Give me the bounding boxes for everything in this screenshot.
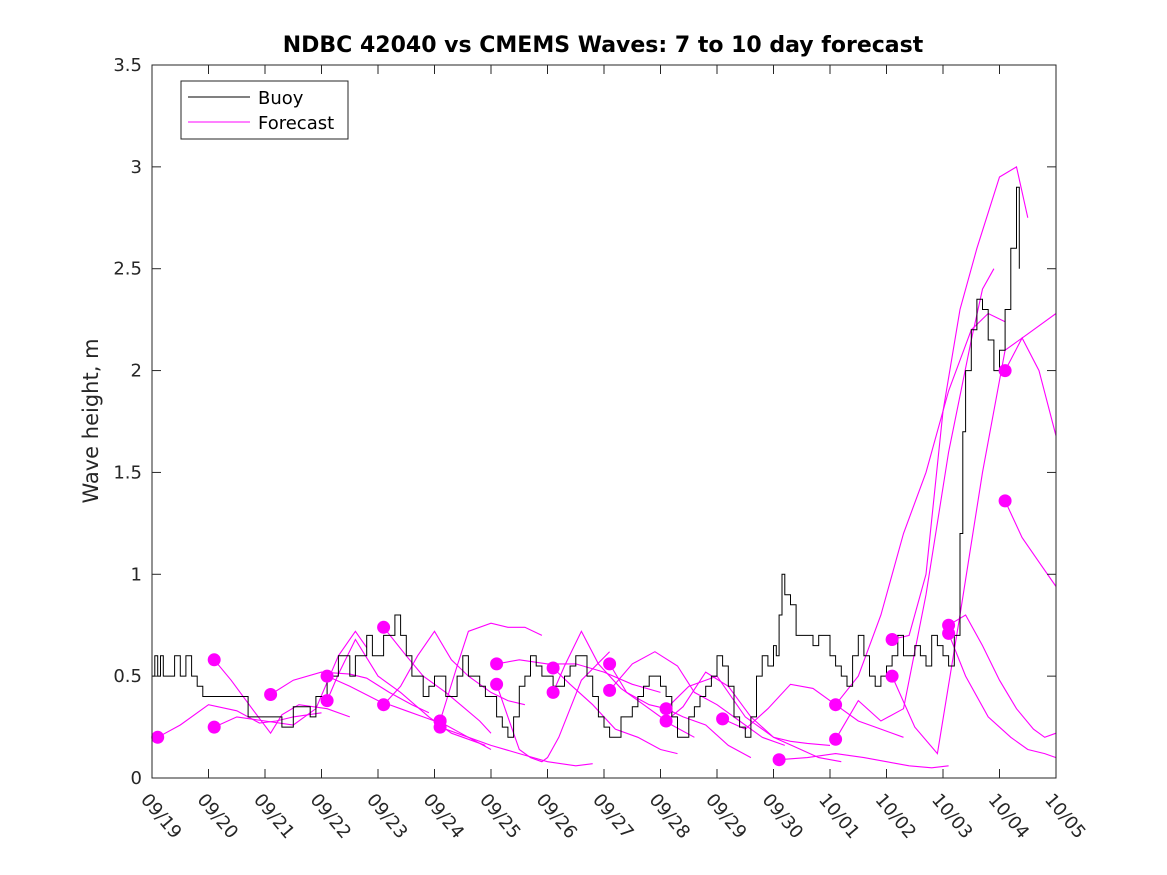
legend-forecast-label: Forecast (258, 113, 334, 134)
forecast-line-24 (891, 313, 1057, 755)
x-tick-label: 09/28 (645, 790, 694, 843)
forecast-line-20 (779, 753, 949, 769)
forecast-marker-20 (716, 712, 730, 726)
forecast-line-6 (326, 638, 486, 746)
x-tick-label: 10/01 (814, 790, 863, 843)
forecast-marker-28 (998, 364, 1012, 378)
forecast-marker-19 (659, 714, 673, 728)
plot-area (152, 65, 1056, 778)
forecast-line-16 (609, 651, 785, 746)
y-tick-label: 2 (131, 361, 142, 382)
x-tick-label: 09/30 (758, 790, 807, 843)
x-tick-label: 10/02 (871, 790, 920, 843)
x-tick-label: 09/25 (475, 790, 524, 843)
forecast-marker-4 (264, 688, 278, 701)
forecast-marker-14 (546, 661, 560, 675)
forecast-marker-15 (546, 685, 560, 699)
x-tick-label: 09/24 (419, 790, 468, 843)
forecast-marker-18 (659, 702, 673, 716)
x-tick-label: 09/22 (306, 790, 355, 843)
forecast-line-3 (213, 659, 350, 735)
forecast-line-5 (326, 675, 492, 750)
legend: Buoy Forecast (180, 80, 349, 140)
forecast-line-10 (439, 622, 543, 722)
forecast-marker-3 (207, 653, 221, 667)
y-axis-label: Wave height, m (79, 338, 103, 503)
forecast-marker-21 (772, 753, 786, 767)
forecast-marker-25 (885, 669, 899, 683)
x-tick-label: 10/03 (927, 790, 976, 843)
forecast-marker-27 (942, 626, 956, 640)
forecast-marker-16 (603, 657, 617, 671)
forecast-marker-7 (377, 620, 391, 634)
forecast-marker-6 (320, 694, 334, 708)
legend-box (180, 80, 349, 140)
x-tick-label: 09/19 (136, 790, 185, 843)
x-tick-label: 10/04 (984, 790, 1033, 843)
forecast-marker-13 (490, 677, 504, 691)
forecast-line-9 (439, 726, 593, 767)
forecast-line-17 (665, 675, 831, 746)
forecast-line-2 (213, 630, 368, 728)
forecast-marker-1 (151, 730, 165, 744)
y-tick-label: 1 (131, 564, 142, 585)
forecast-line-25 (948, 614, 1057, 738)
forecast-line-26 (948, 633, 1057, 759)
x-tick-label: 09/21 (249, 790, 298, 843)
forecast-line-4 (270, 671, 430, 714)
x-tick-label: 09/29 (701, 790, 750, 843)
y-tick-label: 0 (131, 768, 142, 789)
forecast-marker-17 (603, 683, 617, 697)
forecast-marker-29 (998, 494, 1012, 508)
x-tick-label: 09/20 (193, 790, 242, 843)
forecast-line-15 (609, 663, 752, 759)
legend-buoy-label: Buoy (258, 88, 304, 109)
forecast-line-27 (1004, 336, 1057, 436)
x-tick-label: 09/23 (362, 790, 411, 843)
forecast-marker-2 (207, 720, 221, 734)
y-tick-label: 2.5 (113, 259, 142, 280)
forecast-line-19 (722, 683, 904, 738)
x-tick-label: 09/27 (588, 790, 637, 843)
forecast-marker-5 (320, 669, 334, 683)
forecast-marker-22 (829, 698, 843, 712)
y-tick-label: 1.5 (113, 462, 142, 483)
forecast-marker-24 (885, 633, 899, 646)
x-tick-label: 10/05 (1040, 790, 1089, 843)
forecast-line-23 (891, 166, 1029, 641)
chart-title: NDBC 42040 vs CMEMS Waves: 7 to 10 day f… (283, 33, 924, 58)
forecast-line-22 (835, 268, 995, 740)
y-ticks: 0 0.5 1 1.5 2 2.5 3 3.5 (113, 55, 1056, 789)
x-tick-label: 09/26 (532, 790, 581, 843)
forecast-marker-8 (377, 698, 391, 712)
forecast-markers-group (151, 364, 1012, 767)
forecast-line-13 (552, 667, 678, 755)
y-tick-label: 0.5 (113, 666, 142, 687)
forecast-marker-23 (829, 732, 843, 746)
forecast-marker-11 (433, 714, 447, 728)
y-tick-label: 3.5 (113, 55, 142, 76)
forecast-line-8 (383, 630, 526, 706)
forecast-marker-12 (490, 657, 504, 671)
forecast-line-12 (496, 651, 610, 763)
y-tick-label: 3 (131, 157, 142, 178)
